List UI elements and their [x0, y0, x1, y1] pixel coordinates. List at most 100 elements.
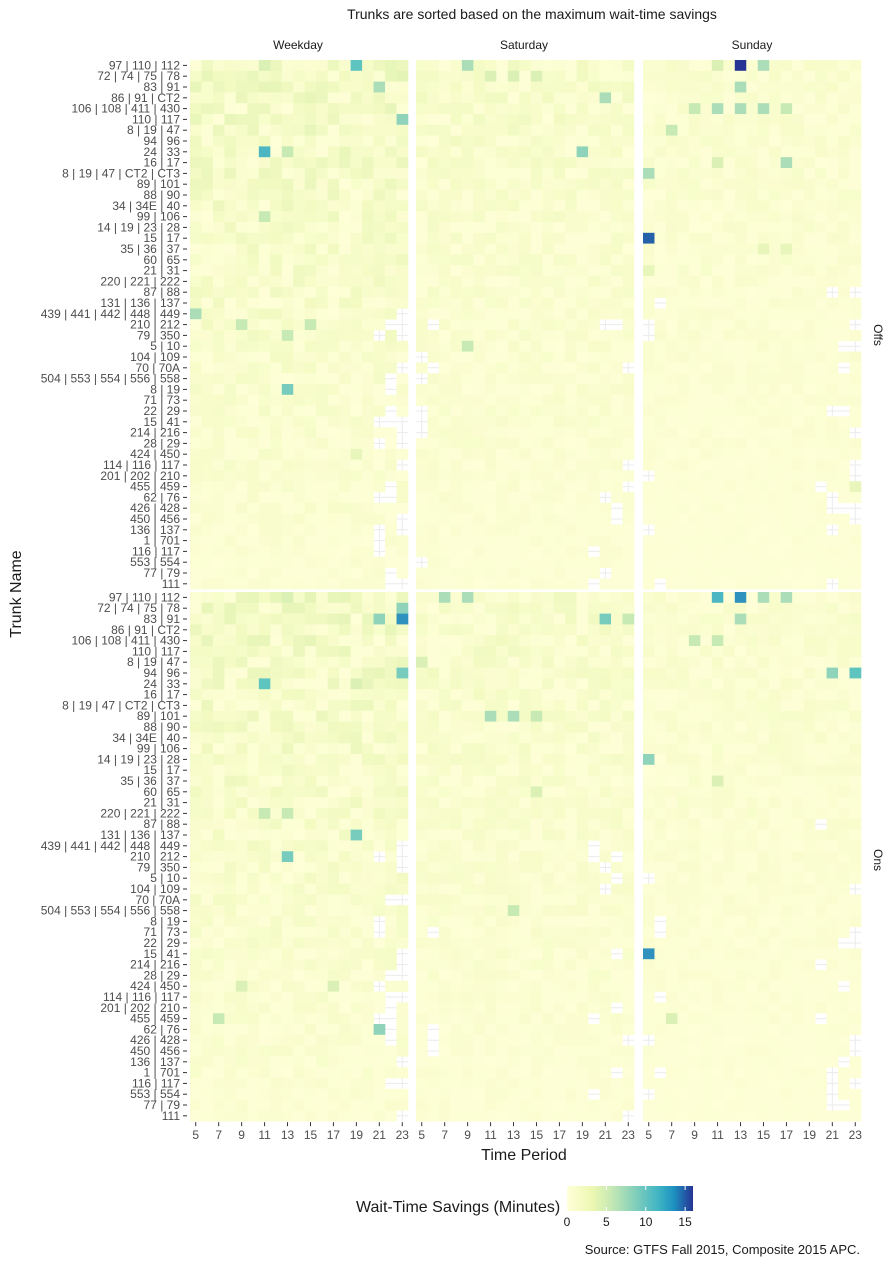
- heatmap-cell: [792, 448, 804, 460]
- heatmap-cell: [815, 211, 827, 223]
- heatmap-cell: [519, 546, 532, 558]
- heatmap-cell: [700, 635, 713, 647]
- heatmap-cell: [427, 948, 440, 960]
- heatmap-cell: [350, 851, 363, 863]
- heatmap-cell: [484, 189, 497, 201]
- heatmap-cell: [746, 613, 759, 625]
- heatmap-cell: [270, 254, 283, 266]
- heatmap-cell: [373, 700, 386, 712]
- heatmap-cell: [416, 851, 428, 863]
- heatmap-cell: [304, 276, 317, 288]
- heatmap-cell: [416, 157, 428, 169]
- heatmap-cell: [201, 286, 214, 298]
- heatmap-cell: [385, 157, 397, 169]
- heatmap-cell: [270, 721, 283, 733]
- heatmap-cell: [224, 416, 237, 428]
- heatmap-cell: [711, 362, 724, 374]
- heatmap-cell: [473, 351, 486, 363]
- heatmap-cell: [553, 894, 566, 906]
- heatmap-cell: [258, 178, 271, 190]
- heatmap-cell: [438, 1067, 451, 1079]
- heatmap-cell: [339, 276, 351, 288]
- heatmap-cell: [565, 405, 577, 417]
- heatmap-cell: [339, 416, 351, 428]
- heatmap-cell: [270, 189, 283, 201]
- heatmap-cell: [757, 438, 770, 450]
- heatmap-cell: [507, 124, 520, 136]
- heatmap-cell: [416, 959, 428, 971]
- heatmap-cell: [565, 222, 577, 234]
- heatmap-cell: [654, 535, 667, 547]
- heatmap-cell: [201, 200, 214, 212]
- heatmap-cell: [838, 222, 850, 234]
- heatmap-cell: [542, 81, 554, 93]
- heatmap-cell: [396, 243, 409, 255]
- heatmap-cell: [212, 405, 225, 417]
- heatmap-cell: [427, 222, 440, 234]
- heatmap-cell: [212, 146, 225, 158]
- heatmap-cell: [611, 297, 623, 309]
- heatmap-cell: [373, 743, 386, 755]
- heatmap-cell: [622, 840, 635, 852]
- heatmap-cell: [803, 178, 816, 190]
- heatmap-cell: [293, 492, 306, 504]
- heatmap-cell: [201, 1002, 214, 1014]
- heatmap-cell: [746, 567, 759, 579]
- heatmap-cell: [553, 797, 566, 809]
- heatmap-cell: [327, 459, 340, 471]
- heatmap-cell: [316, 157, 328, 169]
- heatmap-cell: [224, 646, 237, 658]
- heatmap-cell: [507, 710, 520, 722]
- heatmap-cell: [235, 286, 248, 298]
- heatmap-cell: [201, 851, 214, 863]
- heatmap-cell: [576, 416, 589, 428]
- heatmap-cell: [792, 124, 804, 136]
- heatmap-cell: [201, 448, 214, 460]
- heatmap-cell: [270, 340, 283, 352]
- heatmap-cell: [427, 862, 440, 874]
- heatmap-cell: [611, 678, 623, 690]
- heatmap-cell: [304, 1099, 317, 1111]
- heatmap-cell: [792, 308, 804, 320]
- heatmap-cell: [622, 265, 635, 277]
- heatmap-cell: [611, 146, 623, 158]
- heatmap-cell: [396, 700, 409, 712]
- heatmap-cell: [201, 351, 214, 363]
- heatmap-cell: [565, 546, 577, 558]
- heatmap-cell: [385, 678, 397, 690]
- heatmap-cell: [396, 351, 409, 363]
- heatmap-cell: [416, 286, 428, 298]
- heatmap-cell: [780, 319, 793, 331]
- heatmap-cell: [484, 340, 497, 352]
- heatmap-cell: [496, 448, 509, 460]
- heatmap-cell: [247, 646, 260, 658]
- heatmap-cell: [416, 667, 428, 679]
- heatmap-cell: [373, 883, 386, 895]
- heatmap-cell: [450, 624, 463, 636]
- heatmap-cell: [461, 926, 474, 938]
- heatmap-cell: [484, 60, 497, 72]
- heatmap-cell: [327, 710, 340, 722]
- heatmap-cell: [769, 470, 781, 482]
- heatmap-cell: [677, 103, 690, 115]
- heatmap-cell: [838, 535, 850, 547]
- heatmap-cell: [654, 211, 667, 223]
- heatmap-cell: [576, 613, 589, 625]
- heatmap-cell: [565, 81, 577, 93]
- heatmap-cell: [565, 656, 577, 668]
- heatmap-cell: [316, 448, 328, 460]
- heatmap-cell: [293, 808, 306, 820]
- heatmap-cell: [438, 124, 451, 136]
- heatmap-cell: [507, 883, 520, 895]
- heatmap-cell: [293, 362, 306, 374]
- heatmap-cell: [746, 286, 759, 298]
- heatmap-cell: [304, 948, 317, 960]
- heatmap-cell: [327, 948, 340, 960]
- heatmap-cell: [461, 535, 474, 547]
- heatmap-cell: [654, 427, 667, 439]
- heatmap-cell: [803, 157, 816, 169]
- heatmap-cell: [565, 481, 577, 493]
- heatmap-cell: [507, 254, 520, 266]
- heatmap-cell: [611, 635, 623, 647]
- heatmap-cell: [201, 970, 214, 982]
